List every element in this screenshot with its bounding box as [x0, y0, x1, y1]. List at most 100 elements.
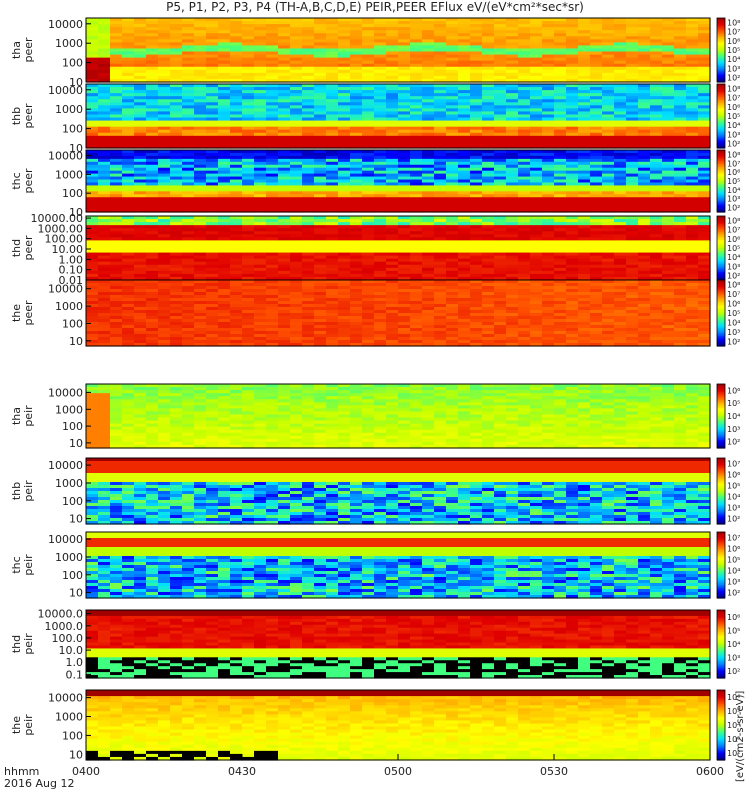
- heatmap-cell: [314, 182, 327, 187]
- heatmap-cell: [686, 111, 699, 116]
- heatmap-cell: [410, 191, 423, 195]
- heatmap-cell: [602, 185, 615, 189]
- heatmap-cell: [422, 203, 435, 207]
- heatmap-cell: [110, 99, 123, 103]
- heatmap-cell: [254, 185, 267, 189]
- heatmap-cell: [638, 21, 651, 25]
- heatmap-cell: [434, 99, 447, 103]
- heatmap-cell: [482, 27, 495, 31]
- heatmap-cell: [290, 114, 303, 119]
- heatmap-cell: [194, 209, 207, 213]
- heatmap-cell: [362, 30, 375, 34]
- heatmap-cell: [362, 237, 375, 241]
- colorbar-swatch: [717, 177, 725, 181]
- heatmap-cell: [302, 167, 315, 172]
- heatmap-cell: [398, 231, 411, 235]
- heatmap-cell: [302, 228, 315, 232]
- heatmap-cell: [338, 264, 351, 269]
- heatmap-cell: [170, 167, 183, 172]
- heatmap-cell: [98, 155, 111, 160]
- heatmap-cell: [458, 114, 471, 119]
- heatmap-cell: [170, 152, 183, 157]
- heatmap-cell: [638, 27, 651, 31]
- heatmap-cell: [146, 267, 159, 272]
- y-tick-label: 10: [69, 76, 83, 89]
- heatmap-cell: [338, 48, 351, 53]
- heatmap-cell: [170, 249, 183, 254]
- heatmap-cell: [314, 138, 327, 143]
- heatmap-cell: [422, 39, 435, 43]
- heatmap-cell: [326, 203, 339, 207]
- heatmap-cell: [662, 102, 675, 106]
- heatmap-cell: [194, 270, 207, 275]
- heatmap-cell: [590, 63, 603, 68]
- heatmap-cell: [146, 216, 159, 220]
- heatmap-cell: [506, 27, 519, 31]
- heatmap-cell: [134, 185, 147, 189]
- heatmap-cell: [410, 39, 423, 43]
- heatmap-cell: [518, 191, 531, 195]
- heatmap-cell: [506, 18, 519, 22]
- heatmap-cell: [170, 78, 183, 83]
- heatmap-cell: [110, 188, 123, 192]
- heatmap-cell: [350, 258, 363, 263]
- heatmap-cell: [182, 54, 195, 59]
- colorbar-swatch: [717, 117, 725, 120]
- heatmap-cell: [446, 99, 459, 103]
- heatmap-cell: [566, 96, 579, 100]
- heatmap-cell: [266, 135, 279, 140]
- heatmap-cell: [254, 209, 267, 213]
- heatmap-cell: [326, 138, 339, 143]
- heatmap-cell: [302, 63, 315, 68]
- heatmap-cell: [506, 126, 519, 131]
- heatmap-cell: [398, 27, 411, 31]
- heatmap-cell: [458, 206, 471, 210]
- heatmap-cell: [410, 255, 423, 260]
- heatmap-cell: [266, 182, 279, 187]
- heatmap-cell: [314, 203, 327, 207]
- heatmap-cell: [182, 237, 195, 241]
- heatmap-cell: [626, 152, 639, 157]
- heatmap-cell: [638, 129, 651, 134]
- heatmap-cell: [578, 78, 591, 83]
- heatmap-cell: [398, 197, 411, 201]
- heatmap-cell: [614, 164, 627, 169]
- heatmap-cell: [494, 75, 507, 80]
- heatmap-cell: [662, 105, 675, 109]
- heatmap-cell: [314, 179, 327, 184]
- heatmap-cell: [302, 261, 315, 266]
- heatmap-cell: [362, 170, 375, 175]
- heatmap-cell: [86, 30, 99, 34]
- heatmap-cell: [134, 75, 147, 80]
- heatmap-cell: [542, 194, 555, 198]
- heatmap-cell: [650, 60, 663, 65]
- heatmap-cell: [410, 225, 423, 229]
- heatmap-cell: [194, 108, 207, 113]
- heatmap-cell: [218, 225, 231, 229]
- heatmap-cell: [158, 18, 171, 22]
- heatmap-cell: [362, 42, 375, 47]
- heatmap-cell: [446, 173, 459, 178]
- heatmap-cell: [326, 170, 339, 175]
- heatmap-cell: [194, 60, 207, 65]
- heatmap-cell: [386, 54, 399, 59]
- heatmap-cell: [86, 33, 99, 37]
- heatmap-cell: [242, 161, 255, 166]
- heatmap-cell: [86, 179, 99, 184]
- heatmap-cell: [410, 197, 423, 201]
- heatmap-cell: [218, 51, 231, 56]
- heatmap-cell: [662, 96, 675, 100]
- heatmap-cell: [134, 164, 147, 169]
- colorbar-swatch: [717, 50, 725, 53]
- heatmap-cell: [338, 54, 351, 59]
- heatmap-cell: [110, 161, 123, 166]
- heatmap-cell: [614, 21, 627, 25]
- heatmap-cell: [614, 126, 627, 131]
- heatmap-cell: [542, 102, 555, 106]
- heatmap-cell: [434, 75, 447, 80]
- heatmap-cell: [602, 78, 615, 83]
- heatmap-cell: [230, 126, 243, 131]
- heatmap-cell: [170, 158, 183, 163]
- heatmap-cell: [434, 219, 447, 223]
- heatmap-cell: [170, 243, 183, 248]
